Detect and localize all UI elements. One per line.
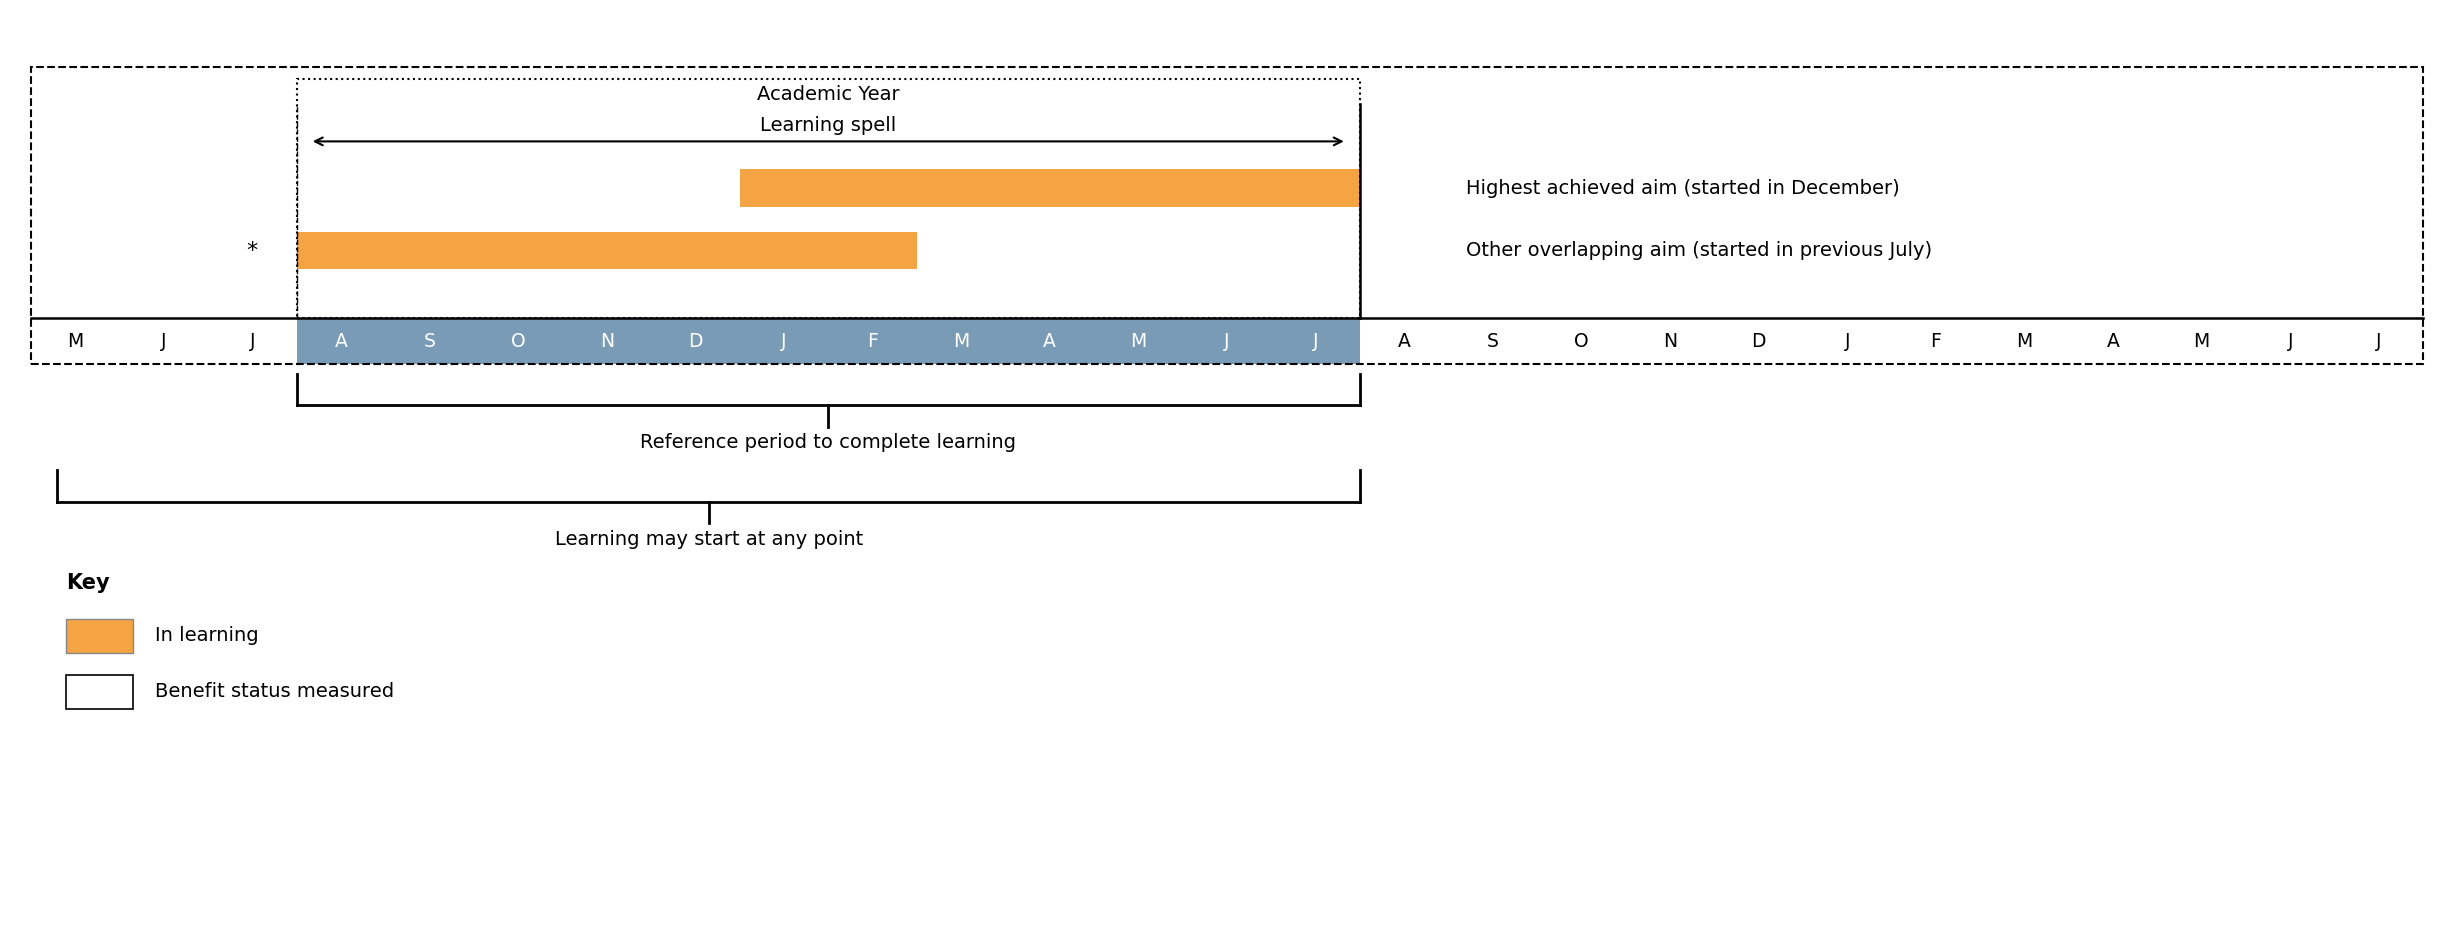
Bar [739,170,1360,207]
Text: J: J [780,331,788,350]
Text: M: M [2017,331,2032,350]
Text: M: M [2194,331,2211,350]
Text: M: M [952,331,969,350]
Text: O: O [510,331,525,350]
Text: A: A [334,331,348,350]
Text: Benefit status measured: Benefit status measured [155,683,395,701]
Text: J: J [1225,331,1229,350]
Text: *: * [248,241,258,261]
Text: J: J [2287,331,2292,350]
Text: J: J [1313,331,1318,350]
Text: J: J [162,331,167,350]
Text: Learning may start at any point: Learning may start at any point [555,530,864,548]
Text: *: * [96,683,106,701]
Text: M: M [1131,331,1146,350]
Bar [32,66,2422,364]
Text: Key: Key [66,573,110,593]
Text: N: N [1664,331,1676,350]
Bar [297,317,1360,364]
Text: F: F [866,331,879,350]
Text: Learning spell: Learning spell [761,116,896,135]
Text: Academic Year: Academic Year [756,85,901,104]
Text: J: J [1845,331,1850,350]
Text: Other overlapping aim (started in previous July): Other overlapping aim (started in previo… [1465,241,1931,260]
Text: A: A [1399,331,1411,350]
Bar [66,618,133,653]
Text: J: J [250,331,255,350]
Text: A: A [2106,331,2120,350]
Text: D: D [1752,331,1767,350]
Text: N: N [599,331,614,350]
Text: In learning: In learning [155,626,258,646]
Text: A: A [1043,331,1055,350]
Text: Highest achieved aim (started in December): Highest achieved aim (started in Decembe… [1465,178,1899,197]
Text: J: J [2375,331,2383,350]
Text: D: D [687,331,702,350]
Text: S: S [1487,331,1499,350]
Text: F: F [1931,331,1941,350]
Text: Reference period to complete learning: Reference period to complete learning [640,433,1016,452]
Bar [297,79,1360,317]
Text: S: S [425,331,434,350]
Text: M: M [66,331,83,350]
Bar [66,675,133,709]
Text: O: O [1573,331,1588,350]
Bar [297,232,918,269]
